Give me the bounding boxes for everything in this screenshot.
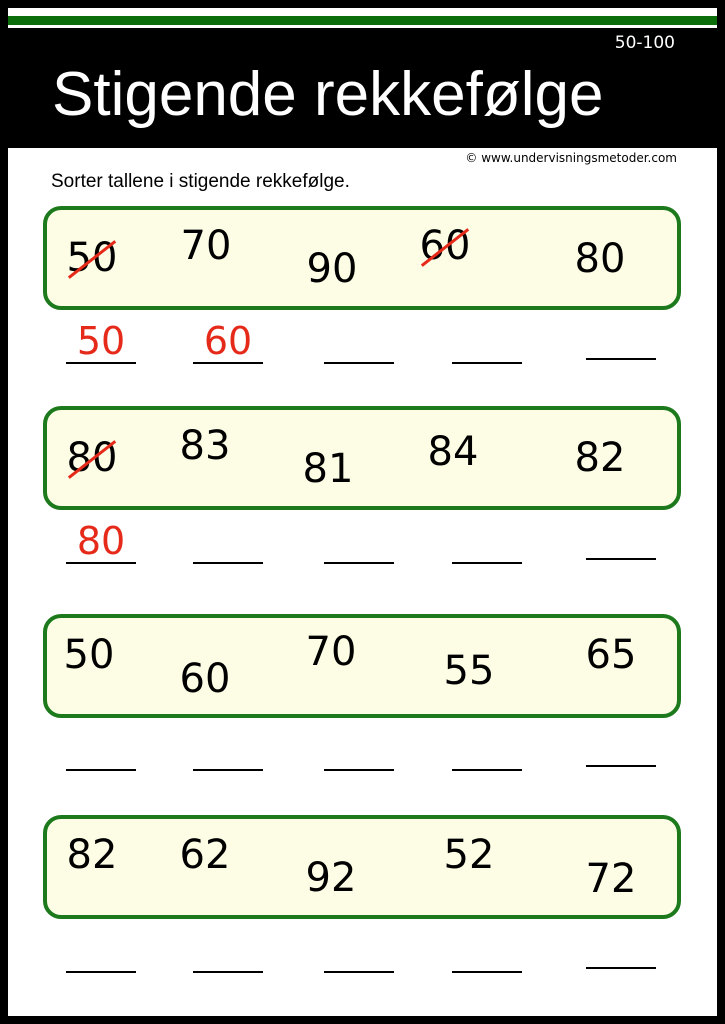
number[interactable]: 70	[306, 632, 357, 672]
number[interactable]: 80	[67, 438, 117, 479]
answer-blank[interactable]	[193, 725, 263, 771]
answer-blank[interactable]: 50	[66, 318, 136, 364]
answer-blank[interactable]	[586, 514, 656, 560]
answer-blank[interactable]	[452, 318, 522, 364]
number-box-4	[43, 815, 681, 919]
answer-blank[interactable]: 80	[66, 518, 136, 564]
answer-blank[interactable]	[193, 518, 263, 564]
number-value: 65	[585, 632, 637, 678]
answer-blank[interactable]	[452, 927, 522, 973]
number-value: 92	[305, 855, 357, 901]
number-value: 81	[302, 446, 354, 492]
answer-blank[interactable]	[586, 923, 656, 969]
number[interactable]: 72	[586, 859, 637, 899]
number[interactable]: 62	[180, 835, 231, 875]
number[interactable]: 50	[64, 635, 115, 675]
answer-blank[interactable]	[324, 318, 394, 364]
number-value: 82	[66, 832, 118, 878]
number[interactable]: 65	[586, 635, 637, 675]
answer-blank[interactable]	[324, 927, 394, 973]
answer-blank[interactable]	[452, 518, 522, 564]
number-value: 50	[63, 632, 115, 678]
worksheet: © www.undervisningsmetoder.com Sorter ta…	[8, 148, 717, 1016]
number[interactable]: 90	[307, 249, 358, 289]
number[interactable]: 82	[575, 438, 626, 478]
number-value: 83	[179, 423, 231, 469]
number-value: 82	[574, 435, 626, 481]
number[interactable]: 80	[575, 239, 626, 279]
number-value: 70	[180, 223, 232, 269]
number[interactable]: 60	[180, 659, 231, 699]
number-value: 60	[179, 656, 231, 702]
number[interactable]: 70	[181, 226, 232, 266]
number[interactable]: 60	[420, 226, 470, 267]
number-value: 90	[306, 246, 358, 292]
number[interactable]: 92	[306, 858, 357, 898]
answer-blank[interactable]: 60	[193, 318, 263, 364]
answer-blank[interactable]	[586, 721, 656, 767]
instruction: Sorter tallene i stigende rekkefølge.	[51, 171, 350, 192]
number[interactable]: 50	[67, 238, 117, 279]
number-value: 80	[574, 236, 626, 282]
page-title: Stigende rekkefølge	[52, 60, 604, 129]
number-value: 70	[305, 629, 357, 675]
number-range: 50-100	[614, 33, 675, 53]
number-value: 55	[443, 648, 495, 694]
number[interactable]: 84	[428, 432, 479, 472]
answer-blank[interactable]	[324, 518, 394, 564]
answer-blank[interactable]	[324, 725, 394, 771]
number-box-2	[43, 406, 681, 510]
number-box-3	[43, 614, 681, 718]
number-value: 62	[179, 832, 231, 878]
number-box-1	[43, 206, 681, 310]
copyright: © www.undervisningsmetoder.com	[465, 151, 677, 165]
answer-blank[interactable]	[66, 725, 136, 771]
number[interactable]: 83	[180, 426, 231, 466]
answer-text: 60	[203, 319, 253, 363]
answer-blank[interactable]	[452, 725, 522, 771]
answer-text: 50	[76, 319, 126, 363]
answer-text: 80	[76, 519, 126, 563]
number[interactable]: 81	[303, 449, 354, 489]
top-green-stripe	[8, 16, 717, 25]
number[interactable]: 52	[444, 835, 495, 875]
number[interactable]: 55	[444, 651, 495, 691]
answer-blank[interactable]	[586, 314, 656, 360]
number-value: 84	[427, 429, 479, 475]
answer-blank[interactable]	[66, 927, 136, 973]
answer-blank[interactable]	[193, 927, 263, 973]
header: 50-100 Stigende rekkefølge	[8, 29, 717, 148]
number-value: 52	[443, 832, 495, 878]
number[interactable]: 82	[67, 835, 118, 875]
number-value: 72	[585, 856, 637, 902]
